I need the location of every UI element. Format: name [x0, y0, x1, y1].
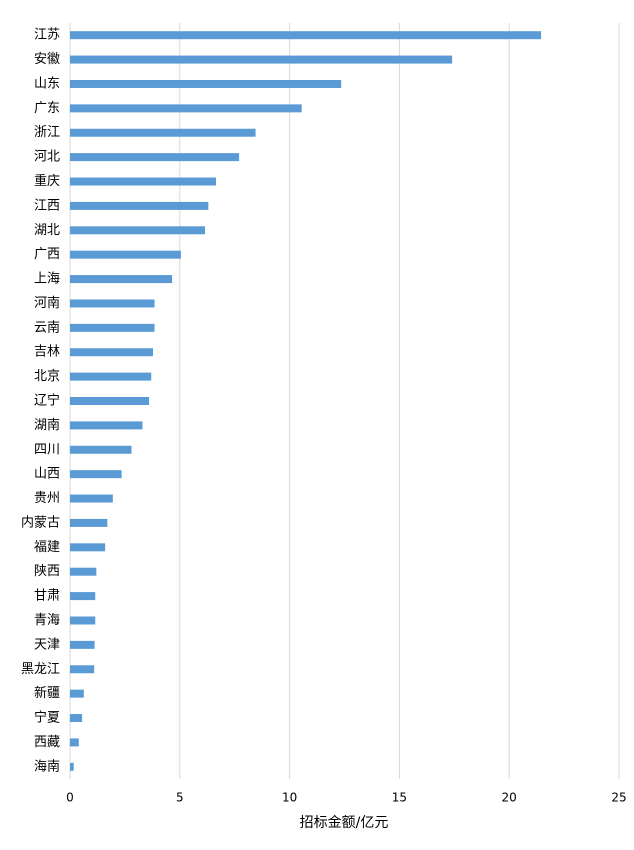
x-axis-title: 招标金额/亿元 [300, 815, 389, 831]
y-tick-label: 上海 [34, 272, 60, 287]
y-tick-label: 青海 [34, 613, 60, 628]
y-tick-label: 河北 [34, 150, 60, 165]
bar [70, 397, 150, 405]
y-tick-label: 北京 [34, 369, 60, 384]
bar [70, 128, 256, 137]
y-tick-label: 陕西 [34, 564, 60, 579]
bar [70, 55, 453, 64]
y-tick-label: 黑龙江 [21, 662, 60, 677]
bar [70, 494, 113, 503]
bar [70, 348, 154, 357]
y-tick-label: 浙江 [34, 125, 60, 140]
y-tick-label: 云南 [34, 319, 60, 335]
bar [70, 177, 217, 186]
y-tick-label: 广东 [34, 101, 60, 116]
y-tick-label: 天津 [34, 637, 60, 652]
x-tick-label: 5 [176, 791, 184, 805]
bar [70, 201, 209, 210]
bar [70, 104, 302, 113]
y-tick-label: 甘肃 [34, 589, 60, 604]
bar [70, 640, 95, 649]
y-tick-label: 湖南 [34, 417, 60, 433]
bar [70, 665, 95, 674]
bar [70, 275, 173, 284]
y-tick-label: 山西 [34, 467, 60, 482]
y-tick-label: 西藏 [34, 735, 60, 750]
bar [70, 226, 206, 235]
y-tick-label: 辽宁 [34, 393, 60, 409]
bar [70, 153, 240, 162]
bar [70, 714, 83, 723]
y-tick-label: 河南 [34, 295, 60, 311]
y-tick-label: 安徽 [34, 52, 60, 67]
bar [70, 543, 106, 552]
x-tick-label: 20 [502, 791, 517, 805]
y-tick-label: 湖北 [34, 223, 60, 238]
bar [70, 372, 152, 381]
y-tick-label: 山东 [34, 76, 60, 91]
bar [70, 250, 181, 259]
y-tick-label: 广西 [34, 247, 60, 262]
bar [70, 738, 79, 747]
bar [70, 762, 74, 771]
bar [70, 323, 155, 332]
bar [70, 79, 342, 88]
bar [70, 421, 143, 430]
bar [70, 518, 108, 527]
bar [70, 470, 122, 479]
y-tick-label: 内蒙古 [21, 514, 60, 530]
y-tick-label: 江苏 [34, 27, 60, 43]
y-tick-label: 宁夏 [34, 710, 60, 726]
x-tick-label: 15 [392, 791, 407, 805]
bar [70, 592, 96, 601]
bar [70, 31, 542, 40]
x-tick-label: 10 [282, 791, 297, 805]
bar [70, 299, 155, 308]
bar [70, 445, 132, 454]
bar [70, 689, 84, 698]
bar [70, 567, 97, 576]
x-tick-label: 0 [66, 791, 74, 805]
y-tick-label: 新疆 [34, 685, 60, 701]
x-tick-label: 25 [611, 791, 626, 805]
y-tick-label: 吉林 [34, 345, 60, 360]
y-tick-label: 江西 [34, 198, 60, 213]
y-tick-label: 福建 [34, 540, 60, 555]
y-tick-label: 四川 [34, 442, 60, 457]
y-tick-label: 海南 [34, 758, 60, 774]
bar [70, 616, 96, 625]
y-tick-label: 贵州 [34, 491, 60, 506]
y-tick-label: 重庆 [34, 173, 60, 189]
